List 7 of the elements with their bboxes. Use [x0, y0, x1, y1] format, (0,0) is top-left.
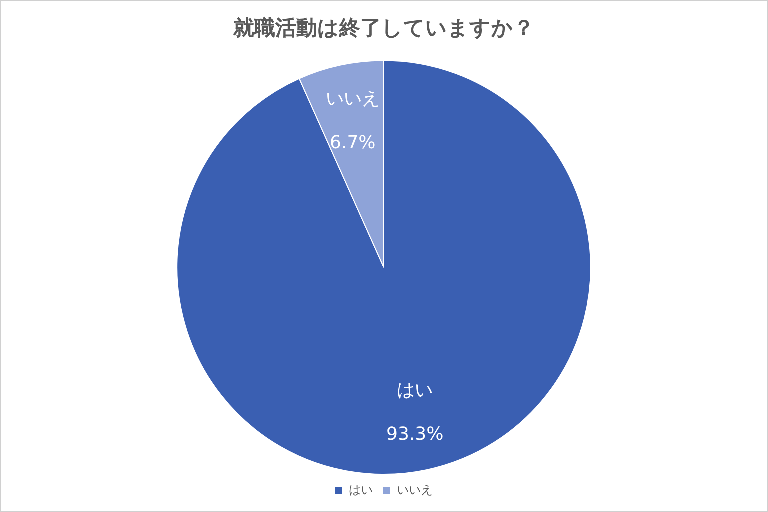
- slice-label: いいえ: [326, 88, 380, 110]
- data-label: 93.3%: [386, 424, 444, 445]
- legend-label: はい: [349, 483, 373, 498]
- chart-title: 就職活動は終了していますか？: [232, 16, 534, 40]
- legend-label: いいえ: [397, 483, 433, 498]
- data-label: 6.7%: [330, 132, 376, 154]
- slice-label: はい: [397, 380, 434, 401]
